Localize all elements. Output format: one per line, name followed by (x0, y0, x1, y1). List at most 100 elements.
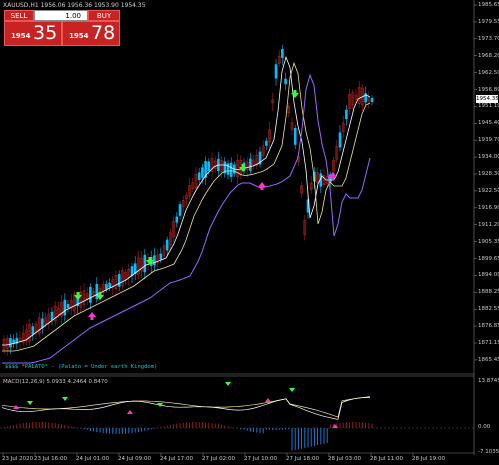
candle-body (277, 56, 281, 64)
macd-tick-label: 0.00 (478, 424, 491, 430)
candle-body (181, 200, 185, 208)
arrow-up-icon (258, 182, 266, 190)
candle-body (9, 337, 12, 348)
price-tick-label: 1973.70 (478, 35, 499, 42)
macd-tick-label: -7.1035 (478, 449, 499, 455)
candle-body (300, 185, 303, 194)
candle-body (37, 317, 41, 334)
arrow-up-icon (329, 172, 337, 180)
candles-group (2, 44, 374, 356)
price-tick-label: 1939.70 (478, 137, 499, 144)
price-tick-label: 1968.20 (478, 52, 499, 59)
candle-body (108, 282, 111, 288)
candle-body (255, 154, 259, 166)
candle-body (322, 175, 326, 185)
arrow-down-icon (291, 90, 299, 98)
candle-body (159, 253, 163, 260)
candle-body (165, 239, 169, 251)
time-tick-label: 23 Jul 2020 (2, 456, 34, 462)
candle-body (21, 332, 25, 343)
arrow-up-icon (88, 312, 96, 320)
arrow-down-icon (27, 401, 33, 405)
candle-body (249, 158, 252, 171)
candle-body (284, 78, 287, 85)
candle-body (53, 305, 57, 322)
time-tick-label: 23 Jul 16:00 (34, 456, 67, 462)
symbol-info: XAUUSD,H1 1956.06 1956.36 1953.90 1954.3… (3, 2, 146, 9)
one-click-trading-panel: SELL 1.00 BUY 1954 35 1954 78 (4, 10, 120, 46)
candle-body (236, 160, 239, 177)
price-tick-label: 1956.80 (478, 86, 499, 93)
buy-button[interactable]: BUY (88, 10, 120, 21)
price-tick-label: 1985.65 (478, 2, 499, 8)
candle-body (290, 122, 294, 130)
candle-body (188, 185, 191, 197)
time-tick-label: 24 Jul 01:00 (76, 456, 109, 462)
sell-price-suffix: 35 (33, 22, 58, 44)
candle-body (82, 290, 86, 306)
candle-body (210, 158, 214, 172)
current-price-label: 1954.35 (476, 95, 499, 103)
candle-body (117, 274, 121, 287)
arrow-down-icon (146, 257, 154, 265)
sell-price-box[interactable]: 1954 35 (4, 21, 62, 46)
time-tick-label: 28 Jul 03:00 (328, 456, 361, 462)
candle-body (207, 161, 211, 171)
candle-body (293, 127, 297, 145)
candle-body (31, 326, 35, 335)
arrow-up-icon (265, 398, 271, 402)
candle-body (92, 291, 95, 296)
arrow-down-icon (74, 292, 82, 300)
candle-body (274, 64, 278, 79)
candle-body (229, 162, 233, 177)
candle-body (98, 287, 102, 293)
candle-body (140, 257, 143, 272)
price-tick-label: 1876.85 (478, 323, 499, 330)
price-tick-label: 1911.20 (478, 221, 499, 228)
price-tick-label: 1934.00 (478, 154, 499, 161)
price-tick-label: 1928.30 (478, 171, 499, 177)
sell-button[interactable]: SELL (4, 10, 34, 21)
lot-size-input[interactable]: 1.00 (34, 10, 88, 21)
price-tick-label: 1951.10 (478, 103, 499, 110)
candle-body (175, 216, 179, 223)
candle-body (25, 329, 28, 341)
arrow-down-icon (239, 164, 247, 172)
candle-body (194, 174, 198, 188)
candle-body (28, 324, 31, 342)
candle-body (89, 286, 92, 303)
candle-body (261, 145, 265, 156)
candle-body (156, 254, 159, 264)
candle-body (101, 284, 105, 293)
buy-price-suffix: 78 (91, 22, 116, 44)
candle-body (57, 307, 60, 315)
time-tick-label: 24 Jul 09:00 (118, 456, 151, 462)
candle-body (105, 284, 108, 290)
candle-body (121, 270, 124, 287)
candle-body (281, 49, 284, 58)
candle-body (245, 161, 249, 171)
candle-body (348, 94, 351, 109)
candle-body (287, 105, 291, 114)
axis-ticks-group (2, 4, 477, 456)
candle-body (354, 94, 358, 100)
candle-body (303, 220, 307, 236)
price-tick-label: 1888.25 (478, 289, 499, 296)
candle-body (5, 338, 9, 349)
candle-body (44, 317, 47, 325)
ma-slow-line (2, 73, 371, 364)
candle-body (143, 254, 147, 273)
candle-body (69, 299, 73, 309)
price-tick-label: 1899.65 (478, 255, 499, 262)
candle-body (60, 302, 63, 317)
arrow-up-icon (127, 410, 133, 414)
candle-body (137, 257, 140, 275)
buy-price-box[interactable]: 1954 78 (62, 21, 120, 46)
candle-body (226, 163, 230, 175)
candle-body (223, 161, 227, 174)
candle-body (357, 86, 361, 105)
price-tick-label: 1979.55 (478, 18, 499, 25)
price-tick-label: 1882.55 (478, 306, 499, 313)
candle-body (79, 291, 83, 308)
